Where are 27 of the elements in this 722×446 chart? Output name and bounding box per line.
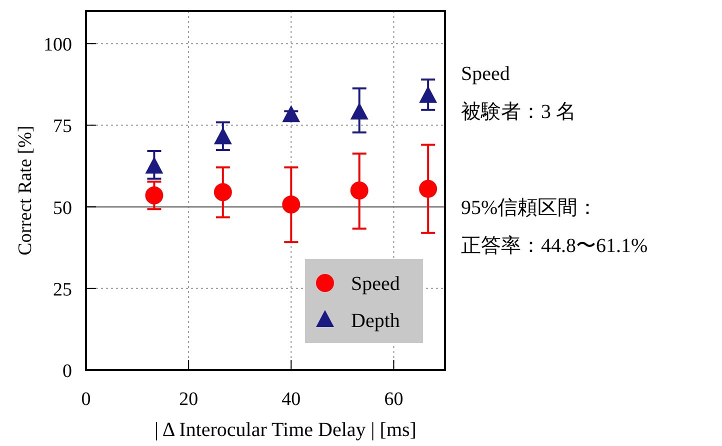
text: 正答率：44.8〜61.1% bbox=[461, 235, 648, 257]
point bbox=[419, 86, 438, 103]
y-tick-label: 100 bbox=[44, 34, 72, 56]
y-tick-label: 25 bbox=[53, 279, 72, 300]
point bbox=[350, 102, 368, 120]
point bbox=[214, 183, 232, 202]
x-tick-label: 60 bbox=[384, 389, 404, 410]
point bbox=[145, 156, 164, 174]
legend-label: Speed bbox=[351, 273, 400, 295]
legend-label: Depth bbox=[351, 310, 400, 332]
text: 95%信頼区間： bbox=[461, 197, 598, 219]
point bbox=[214, 127, 232, 144]
point bbox=[350, 182, 368, 200]
x-axis-title: | Δ Interocular Time Delay | [ms] bbox=[154, 419, 416, 441]
y-tick-label: 75 bbox=[53, 116, 72, 138]
x-tick-label: 0 bbox=[81, 389, 91, 410]
x-tick-label: 40 bbox=[282, 389, 301, 410]
text: 被験者：3 名 bbox=[461, 101, 576, 123]
x-tick-label: 20 bbox=[179, 389, 198, 410]
point bbox=[419, 180, 438, 198]
y-axis-title: Correct Rate [%] bbox=[15, 126, 36, 256]
point bbox=[145, 186, 164, 204]
point bbox=[282, 196, 300, 214]
y-tick-label: 50 bbox=[53, 198, 72, 219]
text: Speed bbox=[461, 63, 510, 85]
point bbox=[282, 105, 300, 122]
y-tick-label: 0 bbox=[62, 361, 72, 382]
